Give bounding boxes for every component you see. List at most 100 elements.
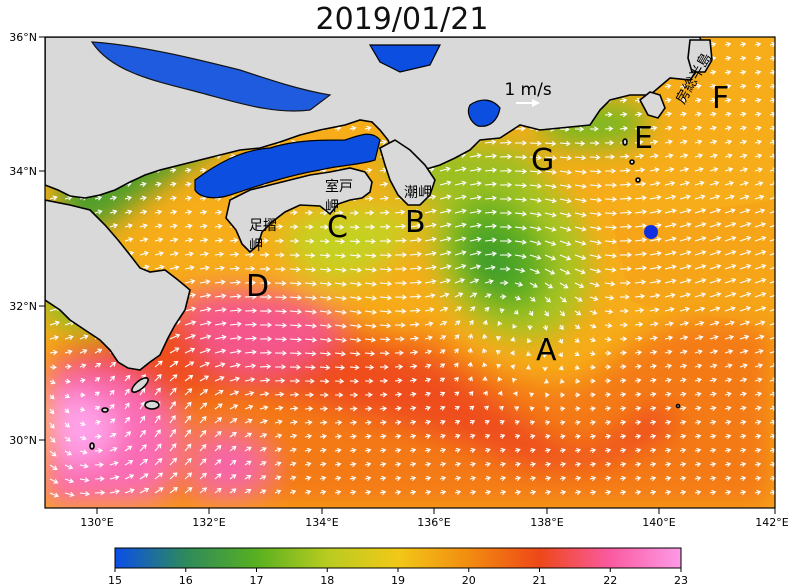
current-arrow — [679, 250, 692, 256]
current-arrow — [739, 363, 748, 369]
current-arrow — [394, 489, 402, 496]
current-arrow — [454, 222, 467, 228]
current-arrow — [499, 447, 506, 453]
current-arrow — [484, 237, 497, 243]
lat-label: 32°N — [9, 300, 37, 313]
current-arrow — [589, 337, 597, 343]
current-arrow — [229, 362, 241, 368]
current-arrow — [424, 489, 432, 495]
current-arrow — [109, 489, 121, 495]
current-arrow — [589, 168, 602, 175]
current-arrow — [259, 475, 267, 480]
current-arrow — [619, 364, 627, 370]
current-arrow — [304, 378, 315, 384]
current-arrow — [334, 210, 344, 216]
current-arrow — [409, 265, 423, 271]
current-arrow — [124, 431, 132, 438]
current-arrow — [605, 168, 617, 174]
current-arrow — [739, 447, 747, 453]
current-arrow — [739, 221, 752, 228]
current-arrow — [634, 139, 644, 145]
current-arrow — [739, 405, 747, 411]
current-arrow — [499, 294, 507, 300]
current-arrow — [769, 194, 775, 200]
current-arrow — [694, 125, 703, 131]
current-arrow — [454, 405, 460, 411]
current-arrow — [259, 238, 269, 244]
current-arrow — [514, 489, 522, 496]
current-arrow — [439, 461, 447, 467]
current-arrow — [259, 294, 273, 300]
current-arrow — [604, 295, 615, 301]
current-arrow — [634, 223, 647, 229]
current-arrow — [754, 83, 762, 89]
current-arrow — [634, 209, 647, 215]
current-arrow — [334, 253, 346, 259]
current-arrow — [364, 196, 374, 202]
current-arrow — [709, 264, 722, 270]
current-arrow — [289, 447, 297, 453]
current-arrow — [604, 238, 618, 245]
current-arrow — [482, 376, 488, 382]
current-arrow — [574, 475, 582, 482]
current-arrow — [154, 457, 163, 466]
current-arrow — [739, 208, 751, 214]
current-arrow — [124, 223, 133, 229]
current-arrow — [589, 392, 596, 398]
current-arrow — [574, 364, 580, 370]
current-arrow — [124, 237, 134, 243]
current-arrow — [724, 419, 732, 425]
current-arrow — [319, 295, 332, 301]
current-arrow — [754, 291, 767, 298]
current-arrow — [335, 392, 344, 398]
current-arrow — [526, 364, 532, 370]
lat-label: 36°N — [9, 31, 37, 44]
current-arrow — [529, 140, 542, 147]
current-arrow — [574, 324, 581, 330]
current-arrow — [529, 282, 538, 288]
current-arrow — [409, 237, 422, 243]
current-arrow — [679, 419, 687, 425]
current-arrow — [274, 378, 286, 384]
current-arrow — [724, 208, 736, 214]
current-arrow — [139, 387, 146, 396]
current-arrow — [484, 475, 492, 481]
current-arrow — [454, 194, 467, 200]
current-arrow — [334, 420, 343, 426]
current-arrow — [739, 433, 747, 439]
current-arrow — [184, 265, 195, 271]
current-arrow — [424, 208, 437, 214]
current-arrow — [304, 252, 316, 259]
current-arrow — [364, 238, 376, 244]
current-arrow — [289, 405, 299, 412]
current-arrow — [559, 296, 567, 303]
current-arrow — [199, 167, 207, 173]
current-arrow — [604, 447, 612, 454]
current-arrow — [754, 489, 762, 496]
current-arrow — [199, 444, 207, 452]
current-arrow — [604, 154, 616, 160]
current-arrow — [709, 208, 722, 214]
colorbar-tick-label: 20 — [462, 574, 476, 587]
current-arrow — [679, 278, 692, 284]
current-arrow — [679, 433, 687, 439]
scale-arrow-icon — [516, 99, 540, 107]
current-arrow — [169, 428, 176, 438]
current-arrow — [379, 139, 388, 145]
current-arrow — [334, 337, 347, 343]
current-arrow — [319, 489, 327, 495]
current-arrow — [724, 433, 732, 439]
lon-label: 136°E — [417, 516, 450, 529]
current-arrow — [94, 195, 103, 201]
current-arrow — [454, 263, 467, 270]
current-arrow — [544, 169, 557, 175]
current-arrow — [79, 349, 88, 355]
current-arrow — [754, 306, 767, 312]
current-arrow — [394, 308, 407, 314]
current-arrow — [214, 444, 222, 452]
current-arrow — [199, 195, 207, 201]
current-arrow — [349, 392, 359, 398]
current-arrow — [394, 237, 407, 244]
current-arrow — [439, 489, 447, 495]
current-arrow — [754, 320, 766, 326]
